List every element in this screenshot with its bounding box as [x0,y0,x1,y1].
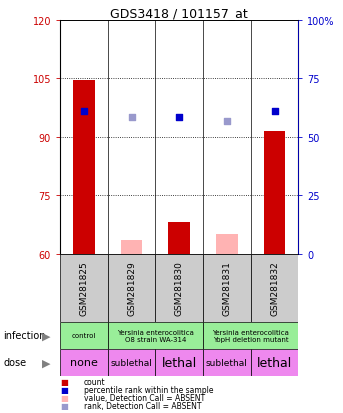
Bar [203,322,298,349]
Bar [251,254,298,322]
Text: ■: ■ [60,393,68,402]
Text: sublethal: sublethal [110,358,153,367]
Text: Yersinia enterocolitica
YopH deletion mutant: Yersinia enterocolitica YopH deletion mu… [212,329,289,342]
Text: infection: infection [3,330,46,341]
Bar [155,349,203,376]
Bar [216,235,238,254]
Text: ■: ■ [60,377,68,387]
Text: control: control [72,332,96,339]
Bar [73,81,95,254]
Bar [251,349,298,376]
Point [224,119,230,125]
Point [177,114,182,121]
Text: ▶: ▶ [42,357,50,368]
Point [272,109,277,115]
Bar [203,349,251,376]
Bar [203,254,251,322]
Bar [108,322,203,349]
Title: GDS3418 / 101157_at: GDS3418 / 101157_at [110,7,248,19]
Text: count: count [84,377,106,387]
Text: GSM281832: GSM281832 [270,261,279,316]
Bar [168,223,190,254]
Text: GSM281830: GSM281830 [175,261,184,316]
Text: none: none [70,357,98,368]
Text: ▶: ▶ [42,330,50,341]
Text: rank, Detection Call = ABSENT: rank, Detection Call = ABSENT [84,401,202,410]
Point [129,114,134,121]
Text: GSM281829: GSM281829 [127,261,136,316]
Text: GSM281825: GSM281825 [79,261,88,316]
Bar [60,254,108,322]
Text: lethal: lethal [257,356,292,369]
Text: sublethal: sublethal [206,358,248,367]
Bar [108,254,155,322]
Text: Yersinia enterocolitica
O8 strain WA-314: Yersinia enterocolitica O8 strain WA-314 [117,329,194,342]
Bar [60,322,108,349]
Text: lethal: lethal [162,356,197,369]
Bar [108,349,155,376]
Text: GSM281831: GSM281831 [222,261,232,316]
Text: ■: ■ [60,401,68,410]
Point [81,109,86,115]
Text: ■: ■ [60,385,68,394]
Text: value, Detection Call = ABSENT: value, Detection Call = ABSENT [84,393,205,402]
Bar [60,349,108,376]
Bar [155,254,203,322]
Bar [264,131,285,254]
Text: dose: dose [3,357,26,368]
Text: percentile rank within the sample: percentile rank within the sample [84,385,214,394]
Bar [121,240,142,254]
